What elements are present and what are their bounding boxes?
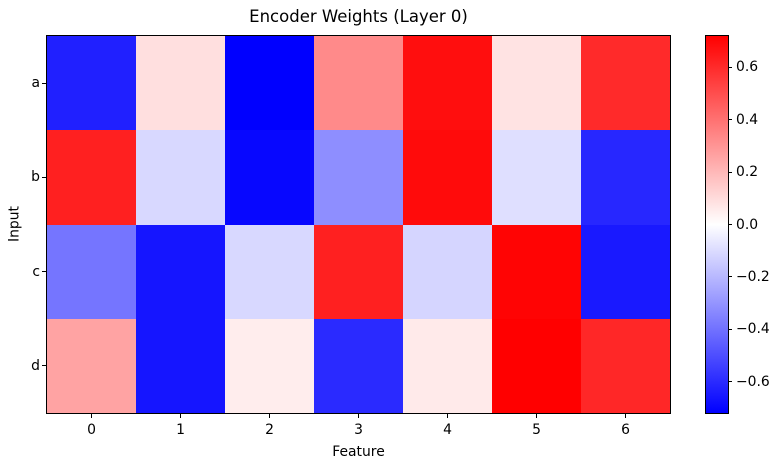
heatmap-cell bbox=[492, 318, 581, 413]
heatmap-cell bbox=[47, 318, 136, 413]
y-tick-label: b bbox=[31, 169, 40, 186]
heatmap-cell bbox=[581, 318, 670, 413]
heatmap-cell bbox=[47, 224, 136, 319]
y-tick bbox=[42, 271, 46, 273]
heatmap-cell bbox=[314, 36, 403, 131]
heatmap-cell bbox=[225, 224, 314, 319]
heatmap-cell bbox=[492, 130, 581, 225]
heatmap-cell bbox=[403, 318, 492, 413]
x-tick-label: 4 bbox=[443, 422, 452, 438]
x-tick bbox=[358, 414, 359, 418]
heatmap-plot-area bbox=[46, 35, 671, 414]
colorbar-tick-label: 0.6 bbox=[736, 59, 759, 76]
x-tick bbox=[536, 414, 537, 418]
heatmap-cell bbox=[225, 130, 314, 225]
y-tick bbox=[42, 176, 46, 178]
heatmap-cell bbox=[581, 36, 670, 131]
x-tick bbox=[625, 414, 626, 418]
x-axis-label: Feature bbox=[332, 444, 385, 460]
colorbar-tick bbox=[729, 381, 732, 383]
heatmap-cell bbox=[581, 224, 670, 319]
heatmap-cell bbox=[47, 130, 136, 225]
colorbar-tick-label: 0.2 bbox=[736, 164, 759, 181]
heatmap-cell bbox=[314, 318, 403, 413]
y-tick bbox=[42, 365, 46, 367]
colorbar-tick bbox=[729, 66, 732, 68]
heatmap-cell bbox=[581, 130, 670, 225]
colorbar bbox=[705, 35, 729, 414]
y-tick-label: a bbox=[31, 75, 40, 92]
colorbar-tick bbox=[729, 328, 732, 330]
y-axis-label: Input bbox=[6, 206, 23, 242]
colorbar-tick-label: −0.2 bbox=[736, 268, 770, 285]
heatmap-cell bbox=[314, 130, 403, 225]
colorbar-tick bbox=[729, 224, 732, 225]
y-tick bbox=[42, 82, 46, 84]
colorbar-tick-label: 0.0 bbox=[736, 216, 759, 233]
y-tick-label: c bbox=[32, 263, 40, 280]
heatmap-cell bbox=[225, 36, 314, 131]
heatmap-cell bbox=[136, 36, 225, 131]
heatmap-cell bbox=[136, 224, 225, 319]
colorbar-gradient bbox=[706, 36, 728, 413]
y-tick-label: d bbox=[31, 357, 40, 374]
colorbar-tick-label: −0.4 bbox=[736, 321, 770, 338]
heatmap-cell bbox=[403, 130, 492, 225]
x-tick-label: 3 bbox=[354, 422, 363, 438]
x-tick bbox=[91, 414, 92, 418]
heatmap-cell bbox=[403, 224, 492, 319]
x-tick-label: 6 bbox=[621, 422, 630, 438]
x-tick bbox=[180, 414, 181, 418]
heatmap-cell bbox=[492, 36, 581, 131]
x-tick-label: 2 bbox=[265, 422, 274, 438]
heatmap-cell bbox=[403, 36, 492, 131]
colorbar-tick bbox=[729, 171, 732, 173]
x-tick-label: 0 bbox=[87, 422, 96, 438]
heatmap-cell bbox=[225, 318, 314, 413]
heatmap-cell bbox=[136, 318, 225, 413]
x-tick-label: 1 bbox=[176, 422, 185, 438]
x-tick bbox=[269, 414, 270, 418]
colorbar-tick bbox=[729, 119, 732, 121]
x-tick bbox=[447, 414, 448, 418]
x-tick-label: 5 bbox=[532, 422, 541, 438]
chart-title: Encoder Weights (Layer 0) bbox=[249, 7, 468, 26]
heatmap-cell bbox=[314, 224, 403, 319]
colorbar-tick-label: 0.4 bbox=[736, 111, 759, 128]
colorbar-tick-label: −0.6 bbox=[736, 373, 770, 390]
heatmap-cell bbox=[136, 130, 225, 225]
colorbar-tick bbox=[729, 276, 732, 278]
heatmap-cell bbox=[47, 36, 136, 131]
heatmap-cell bbox=[492, 224, 581, 319]
